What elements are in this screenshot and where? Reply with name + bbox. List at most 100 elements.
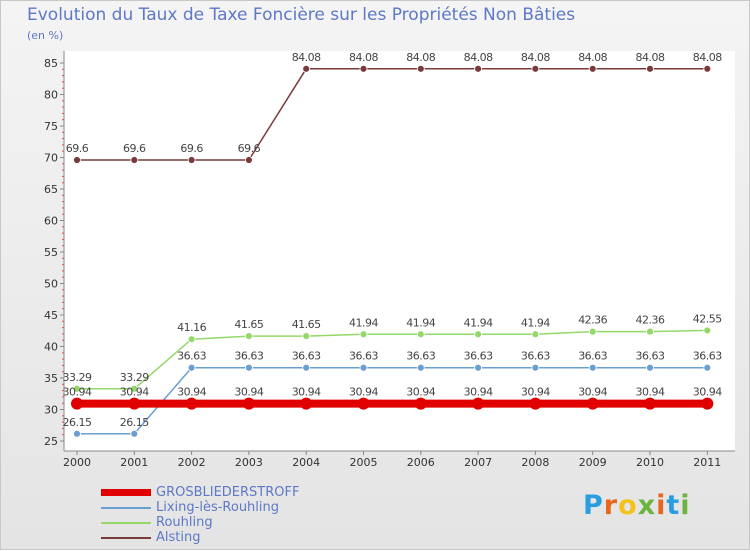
y-tick-label: 55 (44, 246, 58, 259)
data-point (474, 64, 483, 73)
proxiti-logo: Proxiti (583, 490, 691, 521)
data-label: 84.08 (521, 51, 550, 64)
series-line-3 (77, 68, 708, 161)
legend-swatch-grosbliederstroff (101, 489, 151, 496)
data-point (244, 332, 253, 341)
data-label: 36.63 (464, 350, 493, 363)
data-point (73, 384, 81, 393)
x-tick-label: 2000 (63, 456, 91, 469)
data-label: 30.94 (292, 386, 321, 399)
data-label: 26.15 (63, 416, 92, 429)
data-point (474, 330, 483, 339)
data-label: 36.63 (349, 350, 378, 363)
x-tick-label: 2007 (464, 456, 492, 469)
data-point (531, 64, 540, 73)
data-point (646, 363, 654, 372)
x-tick-label: 2011 (693, 456, 721, 469)
data-label: 30.94 (464, 386, 493, 399)
legend-swatch-alsting (101, 537, 151, 539)
data-point (357, 397, 370, 410)
x-tick-label: 2005 (350, 456, 378, 469)
data-point (71, 397, 83, 410)
data-label: 42.36 (578, 314, 607, 327)
data-label: 84.08 (464, 51, 493, 64)
data-point (646, 64, 654, 73)
data-label: 33.29 (120, 371, 149, 384)
y-tick-label: 70 (44, 152, 58, 165)
x-tick-label: 2001 (120, 456, 148, 469)
x-tick-label: 2006 (407, 456, 435, 469)
legend-swatch-rouhling (101, 522, 151, 524)
data-label: 36.63 (406, 350, 435, 363)
data-point (130, 156, 139, 164)
data-point (416, 64, 425, 73)
x-tick-label: 2004 (292, 456, 320, 469)
data-point (244, 363, 253, 372)
y-tick-label: 85 (44, 57, 58, 70)
y-tick-label: 30 (44, 404, 58, 417)
data-label: 36.63 (693, 350, 722, 363)
y-tick-label: 50 (44, 278, 58, 291)
data-point (416, 363, 425, 372)
legend-label-grosbliederstroff: GROSBLIEDERSTROFF (156, 485, 300, 500)
data-label: 36.63 (578, 350, 607, 363)
logo-letter: t (666, 490, 681, 521)
logo-letter: i (680, 490, 691, 521)
data-point (531, 330, 540, 339)
data-label: 36.63 (292, 350, 321, 363)
data-label: 41.94 (521, 316, 550, 329)
data-label: 69.6 (123, 142, 146, 155)
data-point (644, 397, 656, 410)
x-tick-label: 2008 (521, 456, 549, 469)
logo-letter: o (618, 490, 638, 521)
data-point (359, 330, 368, 339)
data-label: 30.94 (63, 386, 92, 399)
data-point (588, 363, 597, 372)
data-point (472, 397, 485, 410)
y-tick-label: 75 (44, 120, 58, 133)
data-point (474, 363, 483, 372)
data-point (586, 397, 599, 410)
data-point (529, 397, 542, 410)
y-tick-label: 80 (44, 89, 58, 102)
data-point (300, 397, 313, 410)
data-label: 41.94 (406, 316, 435, 329)
data-point (359, 64, 368, 73)
y-tick-label: 40 (44, 341, 58, 354)
data-point (302, 363, 311, 372)
y-tick-label: 60 (44, 215, 58, 228)
data-label: 41.65 (234, 318, 263, 331)
data-label: 41.94 (349, 316, 378, 329)
y-tick-label: 35 (44, 372, 58, 385)
data-point (588, 64, 597, 73)
legend-label-rouhling: Rouhling (156, 515, 213, 530)
data-label: 42.55 (693, 312, 722, 325)
data-point (244, 156, 253, 164)
data-label: 30.94 (234, 386, 263, 399)
data-point (588, 327, 597, 336)
data-point (416, 330, 425, 339)
data-point (703, 363, 712, 372)
data-label: 36.63 (636, 350, 665, 363)
data-label: 84.08 (349, 51, 378, 64)
data-label: 84.08 (578, 51, 607, 64)
data-label: 30.94 (521, 386, 550, 399)
logo-letter: i (656, 490, 667, 521)
x-tick-label: 2003 (235, 456, 263, 469)
data-label: 69.6 (66, 142, 89, 155)
logo-letter: r (603, 490, 619, 521)
data-point (703, 326, 712, 335)
data-point (187, 156, 196, 164)
data-point (414, 397, 427, 410)
data-label: 41.16 (177, 321, 206, 334)
data-label: 36.63 (177, 350, 206, 363)
data-point (703, 64, 712, 73)
legend-label-lixing: Lixing-lès-Rouhling (156, 500, 280, 515)
chart-title: Evolution du Taux de Taxe Foncière sur l… (27, 5, 576, 25)
plot-area (64, 51, 735, 451)
y-tick-label: 65 (44, 183, 58, 196)
data-point (646, 327, 654, 336)
data-point (187, 335, 196, 344)
data-label: 30.94 (406, 386, 435, 399)
